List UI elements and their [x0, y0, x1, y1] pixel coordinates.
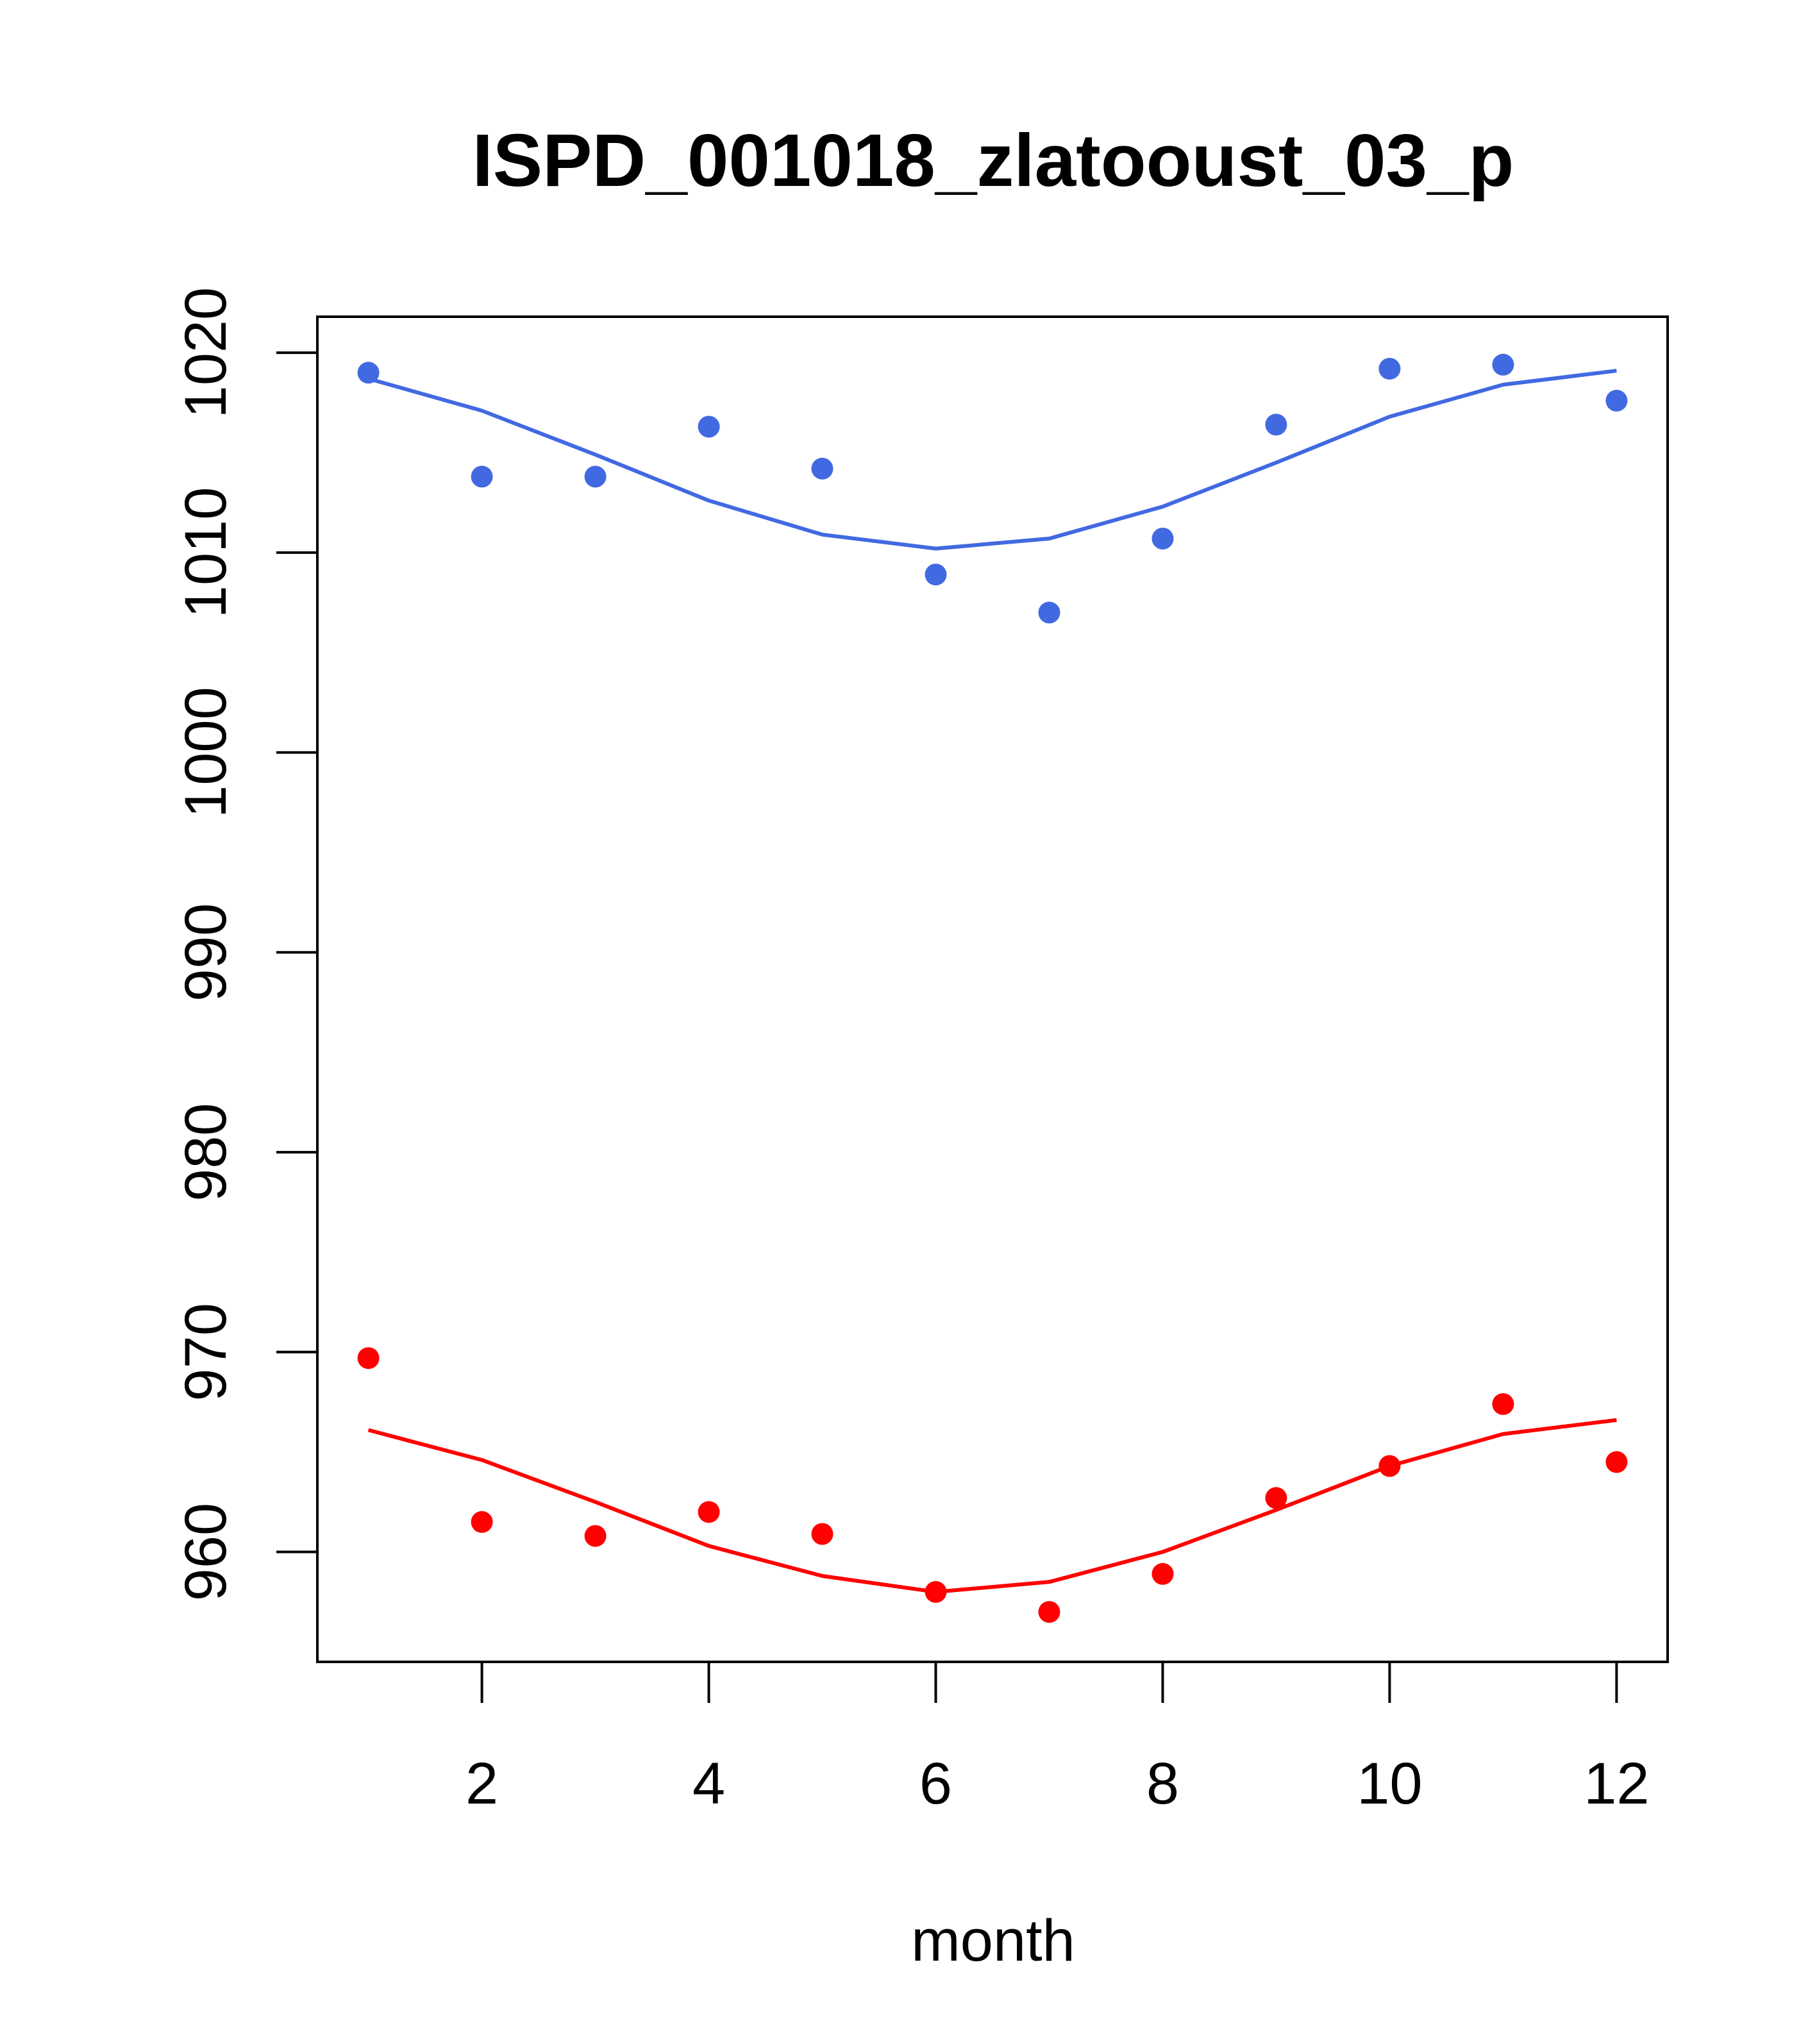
x-tick-label: 8: [1146, 1751, 1179, 1816]
plot-area-frame: [316, 315, 1669, 1663]
y-axis: 960 970 980 990 1000 1010 1020: [173, 287, 319, 1602]
series-1-point: [357, 1347, 380, 1370]
y-tick-label: 960: [173, 1503, 239, 1602]
series-1-point: [925, 1580, 947, 1603]
series-1-line: [367, 1418, 1617, 1594]
y-tick-label: 970: [173, 1303, 239, 1402]
series-0-point: [1378, 358, 1401, 380]
series-0-point: [925, 564, 947, 586]
series-1-point: [1378, 1455, 1401, 1477]
series-0-point: [357, 362, 380, 384]
series-0-point: [1605, 389, 1628, 412]
x-tick-label: 4: [692, 1751, 725, 1816]
series-0: [357, 353, 1628, 624]
y-tick-label: 1010: [173, 487, 239, 619]
x-axis: 2 4 6 8 10 12: [465, 1661, 1650, 1816]
x-tick-label: 6: [919, 1751, 952, 1816]
series-1-point: [471, 1511, 493, 1533]
y-tick-label: 980: [173, 1103, 239, 1202]
series-1-point: [1492, 1393, 1514, 1415]
series-0-point: [1151, 528, 1174, 549]
x-axis-label: month: [911, 1908, 1075, 1973]
series-0-point: [471, 465, 493, 488]
chart-title: ISPD_001018_zlatooust_03_p: [473, 119, 1514, 202]
series-1-point: [811, 1523, 833, 1545]
series-layer: [357, 353, 1628, 1623]
series-0-point: [584, 465, 607, 488]
series-1-point: [1265, 1487, 1287, 1509]
series-1-point: [1151, 1562, 1174, 1585]
y-tick-label: 1020: [173, 287, 239, 419]
series-1-point: [584, 1525, 607, 1547]
series-0-point: [811, 457, 833, 480]
series-0-point: [1265, 414, 1287, 436]
x-tick-label: 10: [1357, 1751, 1422, 1816]
series-1: [357, 1347, 1628, 1623]
series-0-point: [1492, 353, 1514, 376]
y-tick-label: 990: [173, 903, 239, 1002]
x-tick-label: 12: [1584, 1751, 1649, 1816]
x-tick-label: 2: [465, 1751, 498, 1816]
series-0-point: [1038, 601, 1060, 624]
series-1-point: [1038, 1601, 1060, 1623]
y-tick-label: 1000: [173, 687, 239, 818]
series-0-line: [367, 369, 1617, 551]
series-1-point: [1605, 1451, 1628, 1473]
series-1-point: [698, 1501, 720, 1523]
series-0-point: [698, 415, 720, 438]
